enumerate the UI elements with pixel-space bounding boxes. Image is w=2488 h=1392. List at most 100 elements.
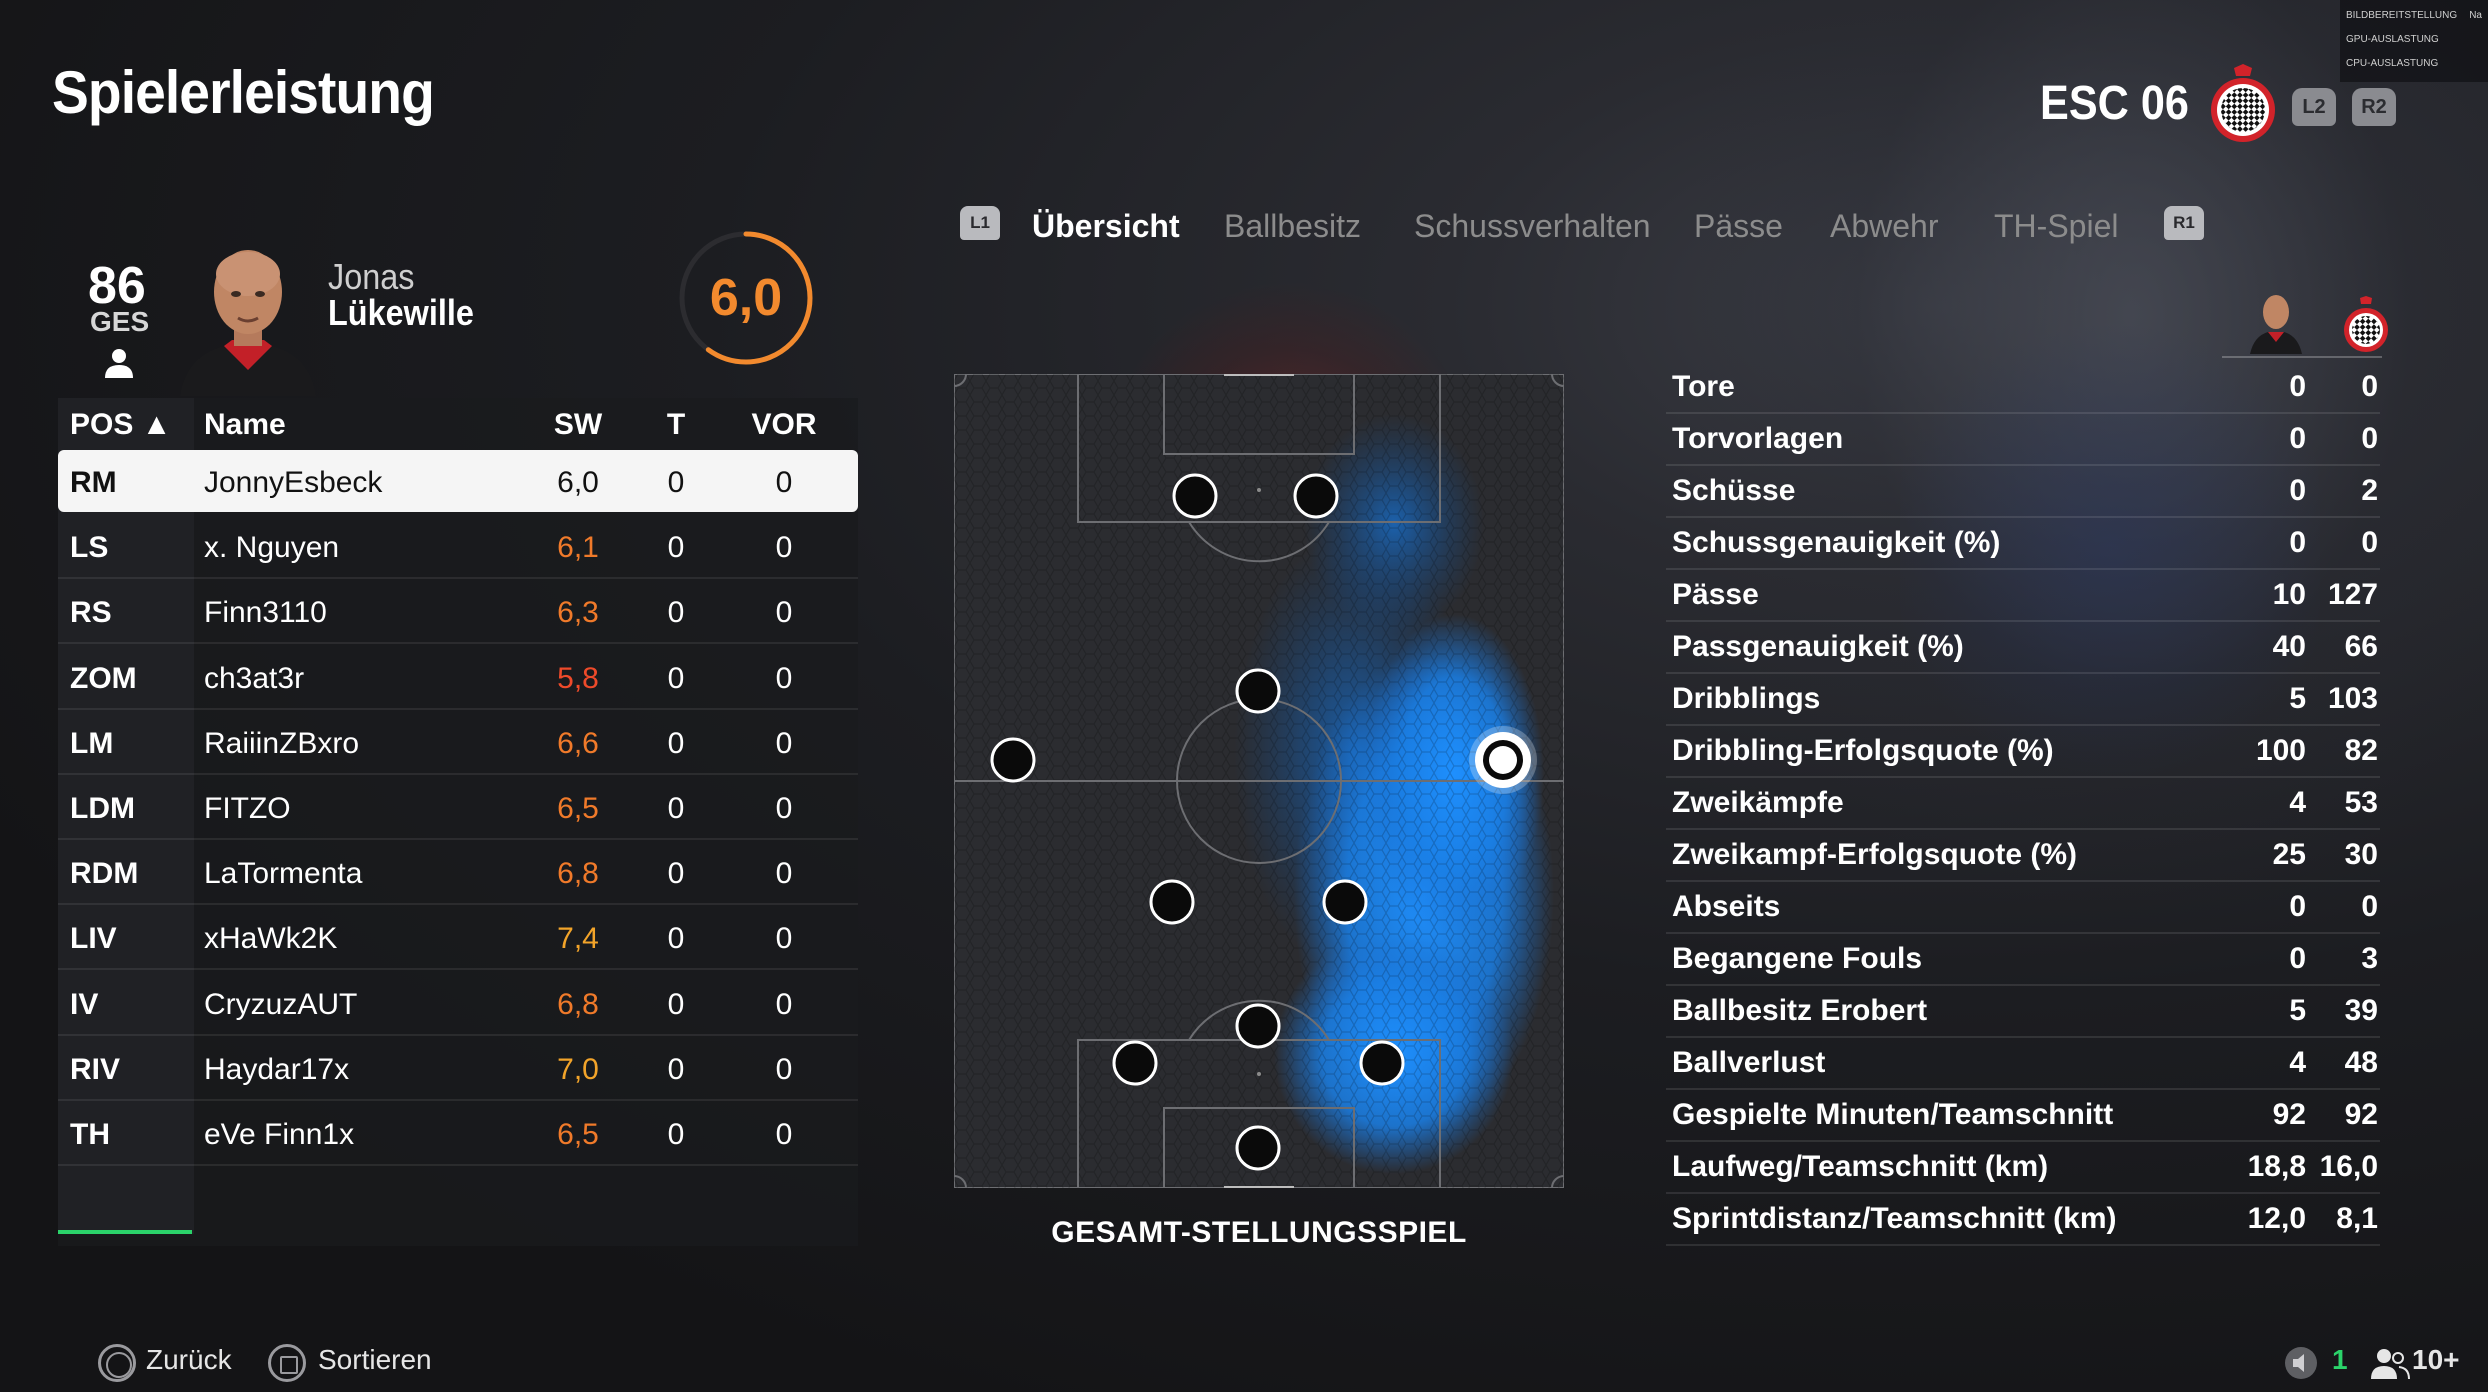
table-row[interactable]: LS x. Nguyen 6,1 0 0: [58, 515, 858, 580]
cell-vor: 0: [775, 661, 793, 695]
table-row[interactable]: ZOM ch3at3r 5,8 0 0: [58, 646, 858, 710]
cell-t: 0: [667, 922, 685, 956]
stat-label: Begangene Fouls: [1672, 942, 1923, 975]
cell-pos: ZOM: [70, 661, 137, 695]
cell-t: 0: [667, 596, 685, 630]
table-row[interactable]: RM JonnyEsbeck 6,0 0 0: [58, 450, 858, 512]
tab-uebersicht[interactable]: Übersicht: [1032, 208, 1180, 244]
stat-label: Torvorlagen: [1672, 422, 1844, 455]
cell-name: x. Nguyen: [204, 531, 340, 565]
square-button-icon[interactable]: [268, 1344, 306, 1382]
player-last-name: Lükewille: [328, 292, 474, 333]
stat-team: 8,1: [2336, 1202, 2378, 1235]
cell-t: 0: [667, 987, 685, 1021]
party-size: 10+: [2412, 1344, 2460, 1375]
stat-player: 18,8: [2247, 1150, 2306, 1183]
team-name: ESC 06: [2040, 77, 2189, 130]
team-crest-icon: [2211, 64, 2275, 142]
cell-vor: 0: [775, 531, 793, 565]
circle-button-icon[interactable]: [98, 1344, 136, 1382]
table-row[interactable]: IV CryzuzAUT 6,8 0 0: [58, 972, 858, 1036]
tab-abwehr[interactable]: Abwehr: [1830, 208, 1939, 244]
stats-header-line: [2222, 356, 2382, 358]
stat-row: Laufweg/Teamschnitt (km) 18,8 16,0: [1666, 1142, 2380, 1194]
stat-label: Abseits: [1672, 890, 1781, 923]
header-vor[interactable]: VOR: [751, 408, 817, 441]
table-row[interactable]: LM RaiiinZBxro 6,6 0 0: [58, 711, 858, 775]
stat-label: Sprintdistanz/Teamschnitt (km): [1672, 1202, 2117, 1235]
tab-schussverhalten[interactable]: Schussverhalten: [1414, 208, 1651, 244]
speaker-muted-icon: [2285, 1347, 2317, 1379]
stat-team: 127: [2327, 578, 2378, 611]
stat-team: 0: [2361, 526, 2378, 559]
stat-team: 92: [2344, 1098, 2378, 1131]
header-sw[interactable]: SW: [553, 408, 603, 441]
table-row[interactable]: LIV xHaWk2K 7,4 0 0: [58, 906, 858, 971]
pitch-label: GESAMT-STELLUNGSSPIEL: [1051, 1216, 1467, 1249]
stat-row: Ballverlust 4 48: [1666, 1038, 2380, 1090]
table-row[interactable]: RS Finn3110 6,3 0 0: [58, 580, 858, 645]
cell-pos: RM: [70, 466, 117, 499]
page-title: Spielerleistung: [52, 59, 435, 126]
stat-player: 0: [2289, 474, 2306, 507]
party-icon: [2371, 1349, 2410, 1380]
stat-team: 2: [2361, 474, 2378, 507]
stat-row: Passgenauigkeit (%) 40 66: [1666, 622, 2380, 674]
r2-button[interactable]: R2: [2352, 88, 2396, 126]
cell-vor: 0: [775, 726, 793, 760]
stat-team: 0: [2361, 890, 2378, 923]
table-row[interactable]: RDM LaTormenta 6,8 0 0: [58, 841, 858, 906]
l2-button[interactable]: L2: [2292, 88, 2336, 126]
online-count: 1: [2332, 1344, 2348, 1375]
r1-button[interactable]: R1: [2164, 206, 2204, 240]
header-name[interactable]: Name: [204, 408, 286, 441]
cell-vor: 0: [775, 466, 793, 499]
cell-sw: 6,1: [557, 531, 599, 565]
cell-pos: LDM: [70, 792, 135, 825]
stat-row: Abseits 0 0: [1666, 882, 2380, 934]
table-row[interactable]: RIV Haydar17x 7,0 0 0: [58, 1037, 858, 1101]
l1-button[interactable]: L1: [960, 206, 1000, 240]
sort-label[interactable]: Sortieren: [318, 1344, 432, 1375]
table-row[interactable]: LDM FITZO 6,5 0 0: [58, 776, 858, 840]
perf-value: Na: [2469, 10, 2482, 21]
stat-row: Dribbling-Erfolgsquote (%) 100 82: [1666, 726, 2380, 778]
cell-sw: 7,0: [557, 1052, 599, 1086]
cell-sw: 6,8: [557, 857, 599, 891]
cell-name: ch3at3r: [204, 661, 305, 695]
cell-vor: 0: [775, 1118, 793, 1151]
player-match-rating: 6,0: [709, 269, 783, 327]
cell-name: CryzuzAUT: [204, 987, 358, 1021]
cell-t: 0: [667, 792, 685, 825]
stat-row: Ballbesitz Erobert 5 39: [1666, 986, 2380, 1038]
stat-label: Ballverlust: [1672, 1046, 1826, 1079]
stat-team: 82: [2344, 734, 2378, 767]
cell-sw: 6,5: [557, 1118, 599, 1151]
stat-label: Zweikämpfe: [1672, 786, 1844, 819]
stat-team: 0: [2361, 422, 2378, 455]
player-overall-label: GES: [90, 306, 150, 337]
player-first-name: Jonas: [328, 256, 415, 297]
cell-vor: 0: [775, 792, 793, 825]
stat-label: Dribblings: [1672, 682, 1821, 715]
stat-team: 0: [2361, 370, 2378, 403]
stat-player: 5: [2289, 994, 2306, 1027]
cell-name: Haydar17x: [204, 1052, 350, 1086]
cell-name: LaTormenta: [204, 857, 363, 891]
stat-player: 4: [2289, 786, 2306, 819]
header-t[interactable]: T: [666, 408, 686, 441]
stat-label: Dribbling-Erfolgsquote (%): [1672, 734, 2054, 767]
table-header: POS ▲ Name SW T VOR: [58, 398, 858, 450]
stat-row: Zweikämpfe 4 53: [1666, 778, 2380, 830]
stat-team: 3: [2361, 942, 2378, 975]
tab-ballbesitz[interactable]: Ballbesitz: [1224, 208, 1361, 244]
tab-th-spiel[interactable]: TH-Spiel: [1994, 208, 2119, 244]
rating-ring: [679, 231, 813, 365]
back-label[interactable]: Zurück: [146, 1344, 232, 1375]
table-row[interactable]: TH eVe Finn1x 6,5 0 0: [58, 1102, 858, 1166]
header-pos[interactable]: POS ▲: [70, 408, 172, 441]
cell-pos: RIV: [70, 1052, 121, 1086]
tab-paesse[interactable]: Pässe: [1694, 208, 1783, 244]
cell-vor: 0: [775, 596, 793, 630]
cell-sw: 5,8: [557, 661, 599, 695]
